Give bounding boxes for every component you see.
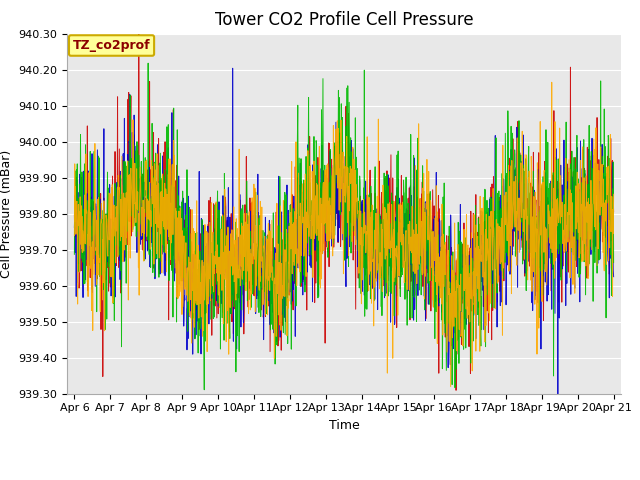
Title: Tower CO2 Profile Cell Pressure: Tower CO2 Profile Cell Pressure — [214, 11, 474, 29]
6.0m — [378, 312, 386, 318]
6.0m — [321, 162, 328, 168]
23.5m — [300, 214, 307, 220]
Line: 23.5m: 23.5m — [74, 82, 614, 386]
1.8m — [311, 214, 319, 219]
0.35m — [135, 22, 143, 28]
Line: 0.35m: 0.35m — [74, 25, 614, 390]
Line: 6.0m: 6.0m — [74, 63, 614, 390]
1.8m — [112, 204, 120, 210]
0.35m — [311, 300, 319, 305]
0.35m — [452, 387, 460, 393]
1.8m — [70, 225, 78, 230]
1.8m — [134, 189, 142, 195]
23.5m — [134, 220, 142, 226]
6.0m — [70, 252, 78, 257]
1.8m — [554, 429, 562, 435]
6.0m — [311, 216, 319, 222]
1.8m — [300, 213, 307, 219]
6.0m — [200, 387, 208, 393]
6.0m — [610, 260, 618, 265]
1.8m — [321, 199, 328, 205]
23.5m — [447, 384, 454, 389]
0.35m — [134, 148, 142, 154]
0.35m — [112, 227, 120, 233]
0.35m — [300, 222, 307, 228]
Line: 1.8m: 1.8m — [74, 68, 614, 432]
Text: TZ_co2prof: TZ_co2prof — [73, 39, 150, 52]
6.0m — [112, 242, 120, 248]
1.8m — [229, 65, 237, 71]
0.35m — [321, 214, 328, 220]
0.35m — [610, 209, 618, 215]
6.0m — [134, 186, 142, 192]
6.0m — [144, 60, 152, 66]
23.5m — [310, 236, 318, 241]
1.8m — [610, 274, 618, 279]
6.0m — [300, 272, 308, 278]
Legend: 0.35m, 1.8m, 6.0m, 23.5m: 0.35m, 1.8m, 6.0m, 23.5m — [169, 479, 519, 480]
23.5m — [610, 192, 618, 197]
1.8m — [378, 247, 385, 252]
X-axis label: Time: Time — [328, 419, 360, 432]
23.5m — [320, 180, 328, 185]
23.5m — [378, 221, 385, 227]
23.5m — [112, 204, 120, 209]
23.5m — [548, 79, 556, 85]
0.35m — [378, 190, 385, 195]
0.35m — [70, 212, 78, 218]
23.5m — [70, 233, 78, 239]
Y-axis label: Cell Pressure (mBar): Cell Pressure (mBar) — [0, 149, 13, 278]
